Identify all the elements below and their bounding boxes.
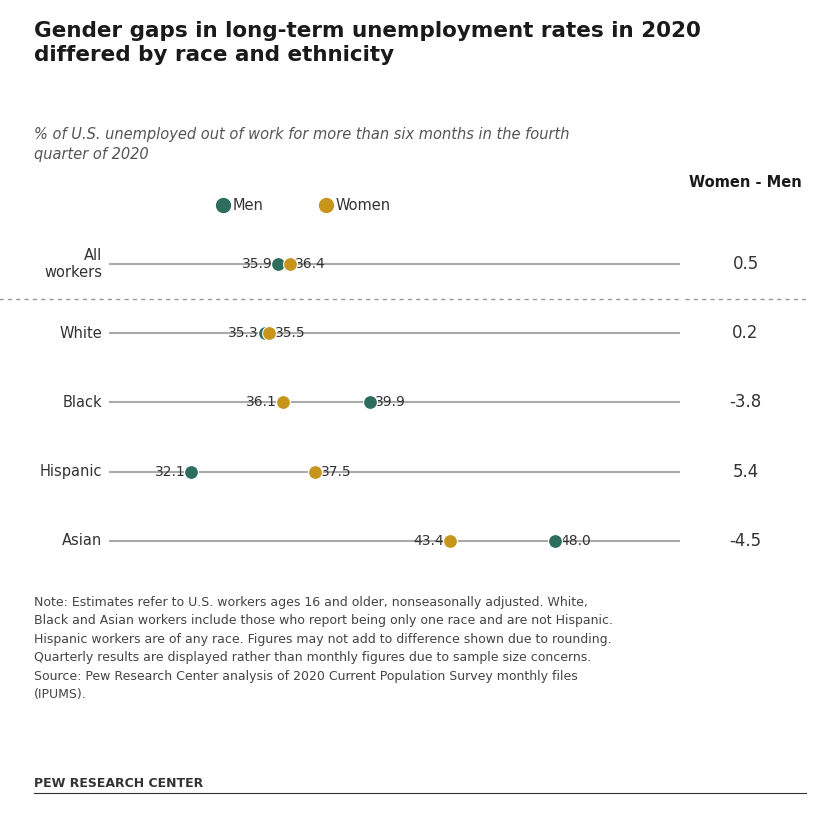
- Text: 0.2: 0.2: [732, 324, 759, 342]
- Text: Gender gaps in long-term unemployment rates in 2020
differed by race and ethnici: Gender gaps in long-term unemployment ra…: [34, 21, 701, 65]
- Text: 37.5: 37.5: [321, 464, 351, 478]
- Text: 43.4: 43.4: [413, 533, 444, 547]
- Point: [185, 465, 198, 478]
- Text: 36.1: 36.1: [246, 395, 277, 409]
- Point: [262, 326, 276, 339]
- Text: 35.3: 35.3: [228, 326, 259, 340]
- Point: [363, 395, 376, 409]
- Text: All
workers: All workers: [45, 247, 102, 280]
- Point: [271, 257, 285, 270]
- Text: Men: Men: [233, 197, 264, 213]
- Text: 5.4: 5.4: [732, 463, 759, 481]
- Text: 0.5: 0.5: [732, 255, 759, 273]
- Text: Asian: Asian: [62, 533, 102, 548]
- Text: Women: Women: [335, 197, 391, 213]
- Point: [319, 198, 333, 211]
- Text: -3.8: -3.8: [729, 394, 762, 411]
- Text: 39.9: 39.9: [375, 395, 407, 409]
- Text: 48.0: 48.0: [560, 533, 591, 547]
- Text: White: White: [60, 326, 102, 340]
- Text: -4.5: -4.5: [729, 532, 762, 550]
- Point: [308, 465, 322, 478]
- Point: [443, 534, 456, 547]
- Text: 36.4: 36.4: [296, 257, 326, 271]
- Point: [258, 326, 271, 339]
- Text: 35.9: 35.9: [242, 257, 272, 271]
- Text: PEW RESEARCH CENTER: PEW RESEARCH CENTER: [34, 777, 202, 790]
- Text: % of U.S. unemployed out of work for more than six months in the fourth
quarter : % of U.S. unemployed out of work for mor…: [34, 127, 570, 162]
- Text: Hispanic: Hispanic: [39, 464, 102, 479]
- Point: [276, 395, 290, 409]
- Point: [283, 257, 297, 270]
- Text: Black: Black: [63, 395, 102, 410]
- Text: 35.5: 35.5: [275, 326, 306, 340]
- Text: Women - Men: Women - Men: [689, 175, 801, 190]
- Text: 32.1: 32.1: [155, 464, 186, 478]
- Point: [548, 534, 561, 547]
- Point: [217, 198, 230, 211]
- Text: Note: Estimates refer to U.S. workers ages 16 and older, nonseasonally adjusted.: Note: Estimates refer to U.S. workers ag…: [34, 596, 612, 701]
